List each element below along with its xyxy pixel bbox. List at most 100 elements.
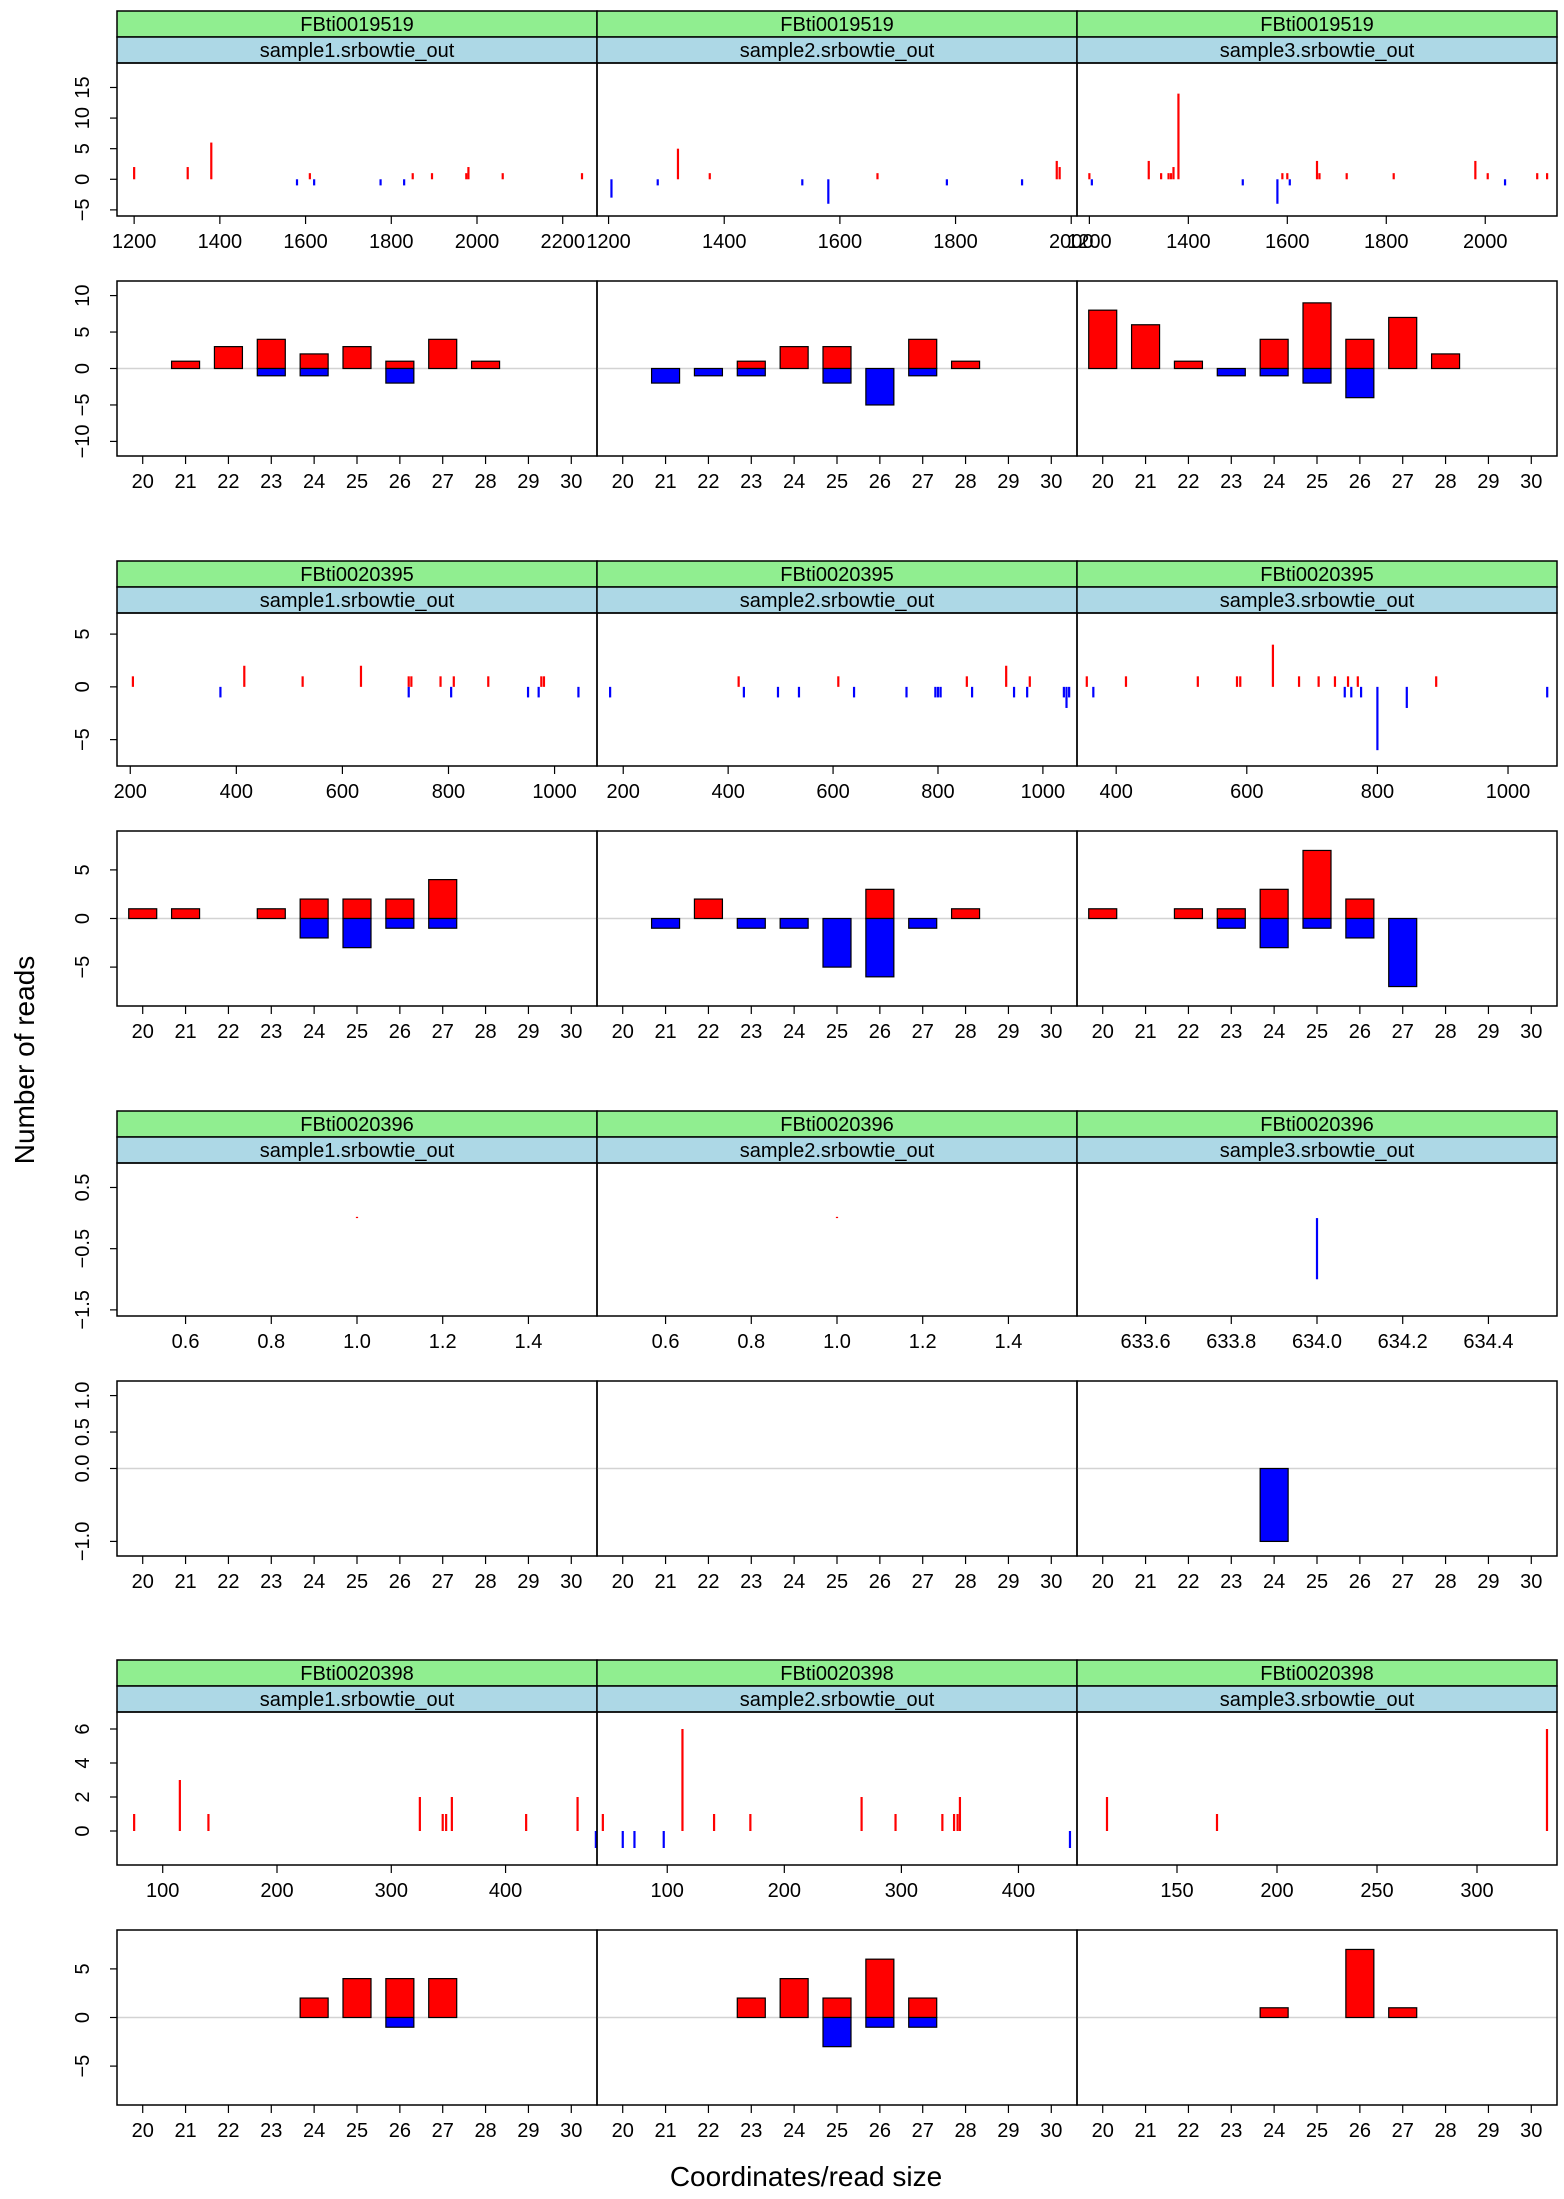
sense-bar [908, 338, 938, 370]
antisense-bar [865, 917, 895, 978]
sense-bar [950, 908, 981, 920]
x-tick-label: 30 [1040, 2120, 1062, 2142]
x-tick-label: 30 [560, 2120, 582, 2142]
x-tick-label: 24 [783, 2120, 805, 2142]
sense-bar [779, 1978, 809, 2019]
x-tick-label: 300 [885, 1880, 918, 1902]
read-size-panel: 20 21 22 23 24 25 26 27 28 29 30 [1076, 1929, 1558, 2142]
x-tick-label: 28 [1434, 471, 1456, 493]
x-tick-label: 25 [826, 471, 848, 493]
y-tick-label: 0.5 [72, 1174, 94, 1202]
antisense-bar [650, 367, 681, 384]
strip-sample-label: sample1.srbowtie_out [260, 1140, 455, 1162]
x-tick-label: 200 [607, 781, 640, 803]
x-tick-label: 30 [1040, 471, 1062, 493]
x-tick-label: 1400 [1166, 231, 1211, 253]
x-tick-label: 20 [1092, 1571, 1114, 1593]
x-tick-label: 20 [1092, 2120, 1114, 2142]
x-tick-label: 22 [697, 471, 719, 493]
y-tick-label: 10 [72, 107, 94, 129]
sense-bar [470, 360, 501, 370]
x-tick-label: 21 [174, 1571, 196, 1593]
antisense-bar [299, 917, 329, 939]
strip-element-bg [1076, 560, 1558, 588]
y-tick-label: 15 [72, 76, 94, 98]
y-tick-label: −1.0 [72, 1522, 94, 1561]
x-tick-label: 22 [217, 2120, 239, 2142]
x-tick-label: 28 [1434, 1571, 1456, 1593]
antisense-bar [908, 367, 938, 377]
x-tick-label: 1000 [532, 781, 577, 803]
antisense-bar [736, 367, 766, 377]
y-tick-label: 5 [72, 1963, 94, 1974]
x-tick-label: 26 [389, 1571, 411, 1593]
x-tick-label: 24 [303, 2120, 325, 2142]
coverage-panel: FBti0020396 sample1.srbowtie_out 0.6 0.8 1.0… [116, 1110, 598, 1353]
x-tick-label: 633.8 [1206, 1331, 1256, 1353]
x-tick-label: 2000 [1463, 231, 1508, 253]
x-tick-label: 25 [346, 471, 368, 493]
sense-bar [779, 346, 809, 370]
x-tick-label: 30 [1040, 1571, 1062, 1593]
sense-bar [908, 1997, 938, 2019]
x-tick-label: 27 [912, 1021, 934, 1043]
x-tick-label: 22 [217, 1571, 239, 1593]
coverage-panel-frame [596, 62, 1078, 217]
x-tick-label: 1.4 [515, 1331, 543, 1353]
x-tick-label: 634.0 [1292, 1331, 1342, 1353]
read-size-panel: 20 21 22 23 24 25 26 27 28 29 30 [116, 280, 598, 493]
strip-sample-label: sample3.srbowtie_out [1220, 40, 1415, 62]
sense-bar [1088, 908, 1118, 920]
x-tick-label: 25 [826, 1571, 848, 1593]
strip-element-label: FBti0020398 [780, 1663, 893, 1685]
strip-element-label: FBti0020398 [300, 1663, 413, 1685]
strip-sample-bg [596, 1136, 1078, 1164]
x-tick-label: 24 [303, 471, 325, 493]
x-tick-label: 25 [1306, 1021, 1328, 1043]
y-tick-label: 0 [72, 2012, 94, 2023]
coverage-panel: FBti0020395 sample2.srbowtie_out 200 400 600… [596, 560, 1078, 803]
sense-bar [822, 346, 852, 370]
y-tick-label: 5 [72, 864, 94, 875]
y-tick-label: 6 [72, 1723, 94, 1734]
y-tick-label: 0 [72, 913, 94, 924]
strip-element-bg [1076, 1110, 1558, 1138]
x-tick-label: 26 [869, 2120, 891, 2142]
sense-bar [128, 908, 158, 920]
y-tick-label: 0 [72, 174, 94, 185]
x-tick-label: 22 [697, 1021, 719, 1043]
x-tick-label: 24 [303, 1571, 325, 1593]
x-tick-label: 24 [1263, 2120, 1285, 2142]
y-tick-label: 1.0 [72, 1382, 94, 1410]
y-tick-label: −1.5 [72, 1290, 94, 1329]
x-tick-label: 23 [1220, 1571, 1242, 1593]
x-tick-label: 20 [612, 2120, 634, 2142]
x-tick-label: 28 [474, 1021, 496, 1043]
x-tick-label: 25 [826, 2120, 848, 2142]
x-tick-label: 21 [174, 471, 196, 493]
read-size-panel: 20 21 22 23 24 25 26 27 28 29 30 [596, 1929, 1078, 2142]
strip-element-bg [1076, 10, 1558, 38]
x-tick-label: 600 [1230, 781, 1263, 803]
antisense-bar [1216, 917, 1246, 929]
x-tick-label: 27 [1392, 2120, 1414, 2142]
antisense-bar [299, 367, 329, 377]
strip-element-label: FBti0020396 [1260, 1114, 1373, 1136]
x-tick-label: 20 [1092, 471, 1114, 493]
strip-element-label: FBti0020396 [300, 1114, 413, 1136]
antisense-bar [736, 917, 766, 929]
x-tick-label: 23 [740, 2120, 762, 2142]
coverage-panel-frame [116, 62, 598, 217]
x-tick-label: 24 [1263, 1021, 1285, 1043]
y-tick-label: 2 [72, 1791, 94, 1802]
x-tick-label: 200 [114, 781, 147, 803]
x-tick-label: 29 [997, 1571, 1019, 1593]
x-tick-label: 30 [560, 471, 582, 493]
x-tick-label: 26 [869, 471, 891, 493]
antisense-bar [1259, 1467, 1289, 1543]
strip-element-label: FBti0020398 [1260, 1663, 1373, 1685]
x-tick-label: 25 [826, 1021, 848, 1043]
strip-element-label: FBti0020395 [1260, 564, 1373, 586]
